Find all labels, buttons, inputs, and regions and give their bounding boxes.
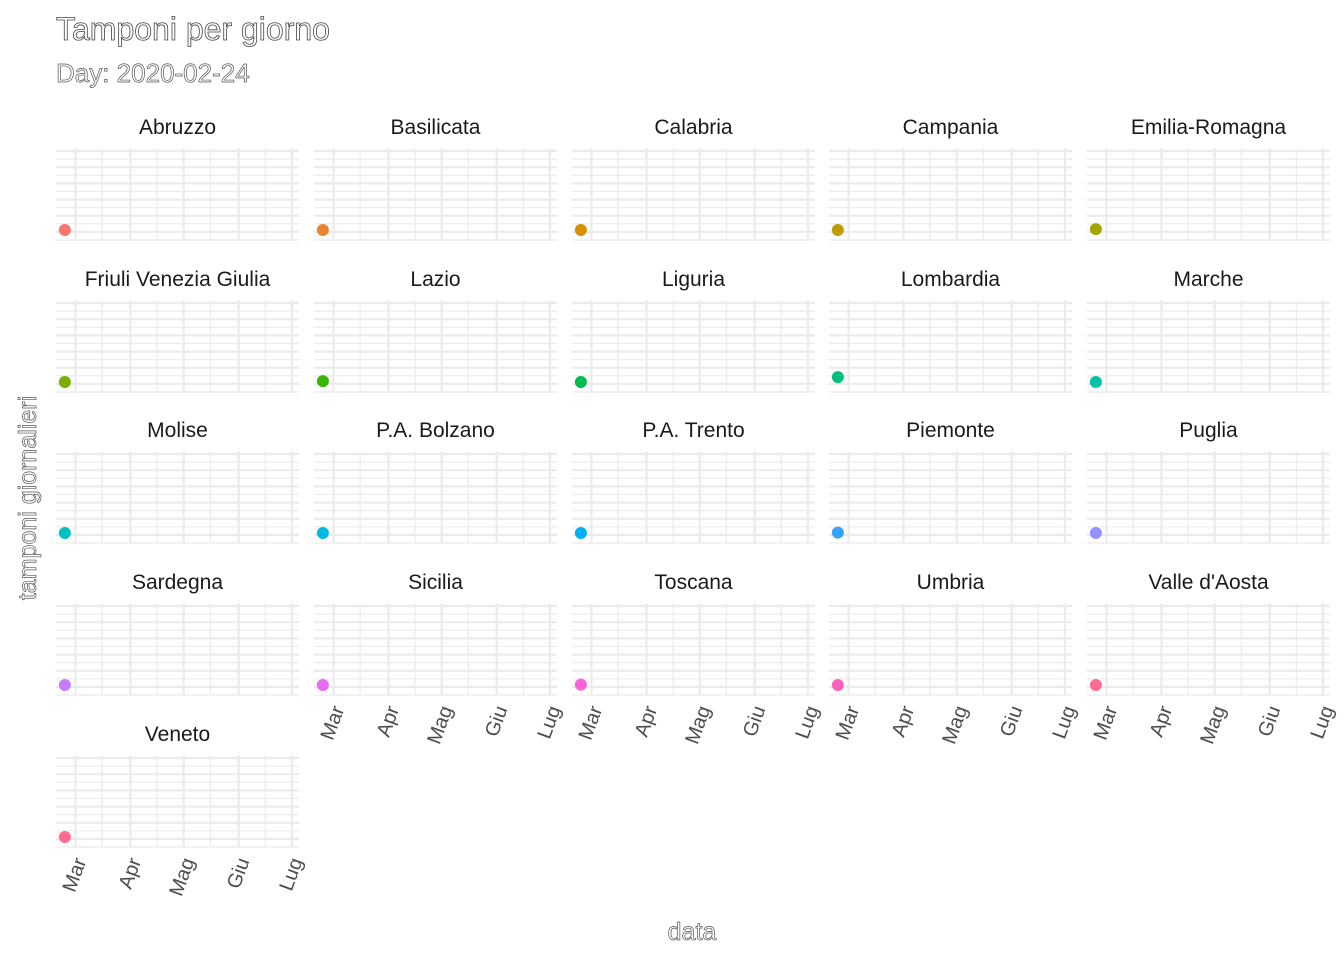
facet-label: Toscana: [654, 571, 733, 594]
x-tick-label: Apr: [888, 703, 919, 740]
facet-panel: Emilia-Romagna: [1087, 116, 1330, 241]
x-tick-label: Mag: [165, 855, 199, 899]
x-tick-label: Mar: [1090, 703, 1123, 743]
facet-panel: Marche: [1087, 268, 1330, 393]
x-tick-label: Lug: [533, 703, 565, 742]
x-tick-label: Apr: [1146, 703, 1177, 740]
facet-label: Campania: [903, 116, 999, 139]
facet-panel: Piemonte: [829, 419, 1072, 544]
chart-title: Tamponi per giorno: [56, 11, 330, 47]
x-tick-label: Mar: [59, 855, 92, 895]
facet-panel: Puglia: [1087, 419, 1330, 544]
data-point: [1089, 376, 1102, 388]
data-point: [58, 527, 71, 539]
facet-label: Abruzzo: [139, 116, 216, 139]
x-tick-label: Mar: [832, 703, 865, 743]
chart-subtitle: Day: 2020-02-24: [56, 58, 250, 88]
data-point: [58, 831, 71, 843]
facet-label: Umbria: [917, 571, 985, 594]
facet-panel: Umbria Mar Apr Mag Giu Lug: [829, 571, 1081, 747]
x-tick-label: Mag: [938, 703, 972, 747]
x-tick-label: Mag: [681, 703, 715, 747]
data-point: [58, 679, 71, 691]
facet-panel: Abruzzo: [56, 116, 299, 241]
x-tick-label: Giu: [996, 703, 1027, 740]
x-tick-label: Mag: [1196, 703, 1230, 747]
data-point: [316, 527, 329, 539]
facet-label: Basilicata: [391, 116, 481, 139]
data-point: [316, 679, 329, 691]
facet-panel: Sicilia Mar Apr Mag Giu Lug: [314, 571, 566, 747]
facet-panel: Calabria: [572, 116, 815, 241]
facet-label: Veneto: [145, 723, 210, 746]
x-tick-label: Lug: [1048, 703, 1080, 742]
facet-label: Sicilia: [408, 571, 463, 594]
facet-panel: Sardegna: [56, 571, 299, 696]
facet-label: Emilia-Romagna: [1131, 116, 1287, 139]
data-point: [574, 376, 587, 388]
facet-panel: Molise: [56, 419, 299, 544]
facet-label: Marche: [1173, 268, 1243, 291]
facet-label: Lazio: [410, 268, 460, 291]
data-point: [831, 371, 844, 384]
data-point: [1089, 679, 1102, 691]
x-tick-label: Lug: [791, 703, 823, 742]
data-point: [316, 375, 329, 388]
data-point: [58, 376, 71, 388]
facet-panel: Liguria: [572, 268, 815, 393]
data-point: [58, 224, 71, 236]
facet-label: Sardegna: [132, 571, 223, 594]
facet-panel: Campania: [829, 116, 1072, 241]
facet-label: Calabria: [654, 116, 733, 139]
data-point: [831, 526, 844, 539]
facet-panel: Veneto Mar Apr Mag Giu Lug: [56, 723, 308, 899]
data-point: [574, 224, 587, 236]
x-tick-label: Mar: [317, 703, 350, 743]
facet-label: Liguria: [662, 268, 725, 291]
data-point: [831, 224, 844, 236]
facet-label: P.A. Trento: [642, 419, 744, 442]
facet-label: Friuli Venezia Giulia: [85, 268, 271, 291]
facet-panel: P.A. Bolzano: [314, 419, 557, 544]
x-tick-label: Mag: [423, 703, 457, 747]
x-tick-label: Giu: [223, 855, 254, 892]
y-axis-title: tamponi giornalieri: [14, 396, 42, 600]
x-tick-label: Apr: [115, 855, 146, 892]
x-tick-label: Apr: [373, 703, 404, 740]
facet-panel: P.A. Trento: [572, 419, 815, 544]
x-tick-label: Giu: [739, 703, 770, 740]
x-tick-label: Lug: [1306, 703, 1338, 742]
facet-label: Piemonte: [906, 419, 995, 442]
x-tick-label: Mar: [575, 703, 608, 743]
x-tick-label: Giu: [481, 703, 512, 740]
x-tick-label: Giu: [1254, 703, 1285, 740]
facet-label: Valle d'Aosta: [1148, 571, 1269, 594]
data-point: [831, 679, 844, 691]
facet-panel: Friuli Venezia Giulia: [56, 268, 299, 393]
data-point: [1089, 527, 1102, 539]
facet-panels: Abruzzo Basilicata Calabria Campania Emilia-…: [56, 116, 1339, 899]
facet-panel: Toscana Mar Apr Mag Giu Lug: [572, 571, 824, 747]
x-axis-title: data: [668, 918, 717, 946]
data-point: [574, 678, 587, 691]
facet-panel: Lazio: [314, 268, 557, 393]
facet-panel: Basilicata: [314, 116, 557, 241]
facet-panel: Lombardia: [829, 268, 1072, 393]
facet-label: Molise: [147, 419, 208, 442]
data-point: [1089, 223, 1102, 236]
data-point: [316, 224, 329, 236]
data-point: [574, 527, 587, 539]
facet-label: P.A. Bolzano: [376, 419, 495, 442]
facet-label: Lombardia: [901, 268, 1001, 291]
facet-label: Puglia: [1179, 419, 1238, 442]
x-tick-label: Lug: [275, 855, 307, 894]
facet-panel: Valle d'Aosta Mar Apr Mag Giu Lug: [1087, 571, 1339, 747]
x-tick-label: Apr: [631, 703, 662, 740]
